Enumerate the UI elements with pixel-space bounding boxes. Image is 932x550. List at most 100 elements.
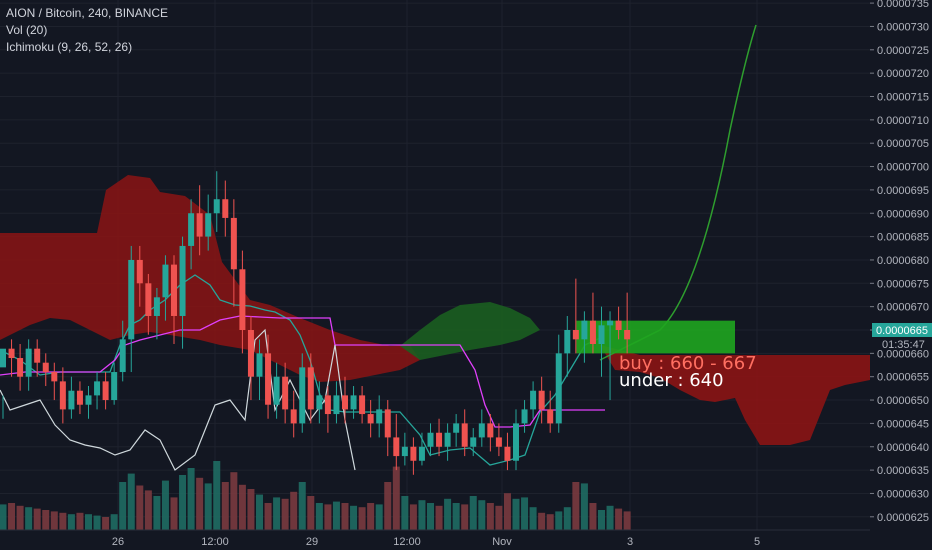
- price-tick-label: 0.0000660: [877, 348, 929, 360]
- candle-body: [94, 381, 101, 396]
- volume-bar: [367, 503, 375, 530]
- volume-bar: [298, 482, 306, 530]
- volume-bar: [598, 510, 605, 530]
- candle-body: [513, 423, 519, 461]
- volume-bar: [580, 483, 588, 530]
- chart-legend: AION / Bitcoin, 240, BINANCE Vol (20) Ic…: [6, 5, 168, 56]
- candle-body: [624, 330, 631, 340]
- annotation-buy-range: buy : 660 - 667: [619, 353, 757, 374]
- price-axis[interactable]: 0.0000625 0.0000630 0.0000635 0.0000640 0.00…: [870, 0, 932, 550]
- volume-bar: [401, 496, 409, 530]
- volume-bar: [555, 511, 563, 530]
- chikou-span-line: [0, 328, 356, 471]
- price-axis-bg: [870, 0, 932, 550]
- volume-bar: [110, 514, 118, 530]
- volume-bar: [119, 482, 127, 530]
- candle-body: [59, 381, 66, 410]
- volume-bar: [273, 497, 281, 530]
- time-tick-label: 3: [627, 536, 633, 548]
- candle-body: [427, 432, 434, 447]
- volume-bar: [264, 503, 272, 530]
- candle-body: [230, 217, 237, 270]
- price-tick-label: 0.0000685: [877, 232, 929, 244]
- volume-bar: [204, 483, 212, 530]
- volume-bar: [144, 490, 152, 530]
- price-tick-label: 0.0000650: [877, 395, 929, 407]
- volume-bar: [0, 504, 7, 530]
- candlesticks: [0, 171, 631, 475]
- volume-bar: [572, 482, 580, 530]
- volume-bar: [8, 503, 16, 530]
- candle-body: [136, 259, 143, 284]
- candle-body: [495, 437, 502, 447]
- ichimoku-indicator-label[interactable]: Ichimoku (9, 26, 52, 26): [6, 40, 133, 54]
- volume-bar: [67, 514, 75, 530]
- candle-body: [51, 372, 58, 382]
- candle-body: [162, 264, 169, 298]
- candle-body: [367, 414, 374, 424]
- volume-bar: [290, 491, 298, 530]
- volume-bar: [606, 505, 614, 530]
- candle-body: [581, 320, 588, 340]
- price-tick-label: 0.0000675: [877, 278, 929, 290]
- volume-bar: [324, 504, 332, 530]
- price-tick-label: 0.0000630: [877, 488, 929, 500]
- candle-body: [436, 432, 443, 447]
- candle-body: [179, 245, 186, 316]
- last-price-label: 0.0000665: [876, 325, 928, 337]
- time-axis[interactable]: 26 12:00 29 12:00 Nov 3 5: [0, 529, 870, 548]
- price-tick-label: 0.0000690: [877, 208, 929, 220]
- candle-body: [470, 437, 477, 447]
- volume-bar: [589, 503, 597, 530]
- volume-bar: [161, 480, 169, 530]
- candle-body: [461, 423, 468, 447]
- candle-body: [290, 409, 297, 424]
- volume-bar: [512, 498, 520, 530]
- candle-body: [564, 330, 571, 354]
- candle-body: [572, 330, 579, 340]
- volume-bar: [615, 508, 623, 530]
- time-tick-label: 26: [112, 536, 124, 548]
- candle-body: [410, 446, 417, 461]
- volume-bar: [529, 507, 537, 530]
- volume-bars: [0, 461, 631, 530]
- candle-body: [196, 213, 203, 237]
- volume-bar: [179, 475, 187, 530]
- volume-bar: [307, 496, 315, 530]
- candle-body: [247, 330, 254, 377]
- price-tick-label: 0.0000645: [877, 418, 929, 430]
- volume-bar: [187, 468, 195, 530]
- candle-body: [401, 446, 408, 457]
- volume-bar: [486, 503, 494, 530]
- volume-bar: [42, 510, 50, 530]
- price-tick-label: 0.0000635: [877, 465, 929, 477]
- time-tick-label: 12:00: [201, 536, 229, 548]
- symbol-title[interactable]: AION / Bitcoin, 240, BINANCE: [6, 6, 169, 20]
- volume-bar: [503, 493, 511, 530]
- candle-body: [282, 376, 289, 410]
- candle-body: [222, 199, 229, 218]
- candle-body: [598, 325, 605, 345]
- volume-bar: [435, 505, 443, 530]
- candle-body: [25, 348, 32, 377]
- time-tick-label: 12:00: [393, 536, 421, 548]
- candle-body: [384, 409, 391, 438]
- candle-body: [607, 320, 614, 326]
- volume-bar: [85, 514, 92, 530]
- candle-body: [324, 395, 331, 415]
- volume-bar: [332, 501, 340, 530]
- cloud-bearish: [0, 175, 420, 382]
- volume-indicator-label[interactable]: Vol (20): [6, 23, 48, 37]
- volume-bar: [25, 507, 33, 530]
- candle-body: [547, 409, 554, 424]
- price-tick-label: 0.0000695: [877, 185, 929, 197]
- candle-body: [34, 348, 41, 363]
- volume-bar: [256, 494, 263, 530]
- volume-bar: [315, 503, 323, 530]
- countdown-label: 01:35:47: [882, 339, 925, 351]
- candle-body: [205, 213, 212, 237]
- candle-body: [17, 358, 24, 377]
- volume-bar: [538, 512, 546, 530]
